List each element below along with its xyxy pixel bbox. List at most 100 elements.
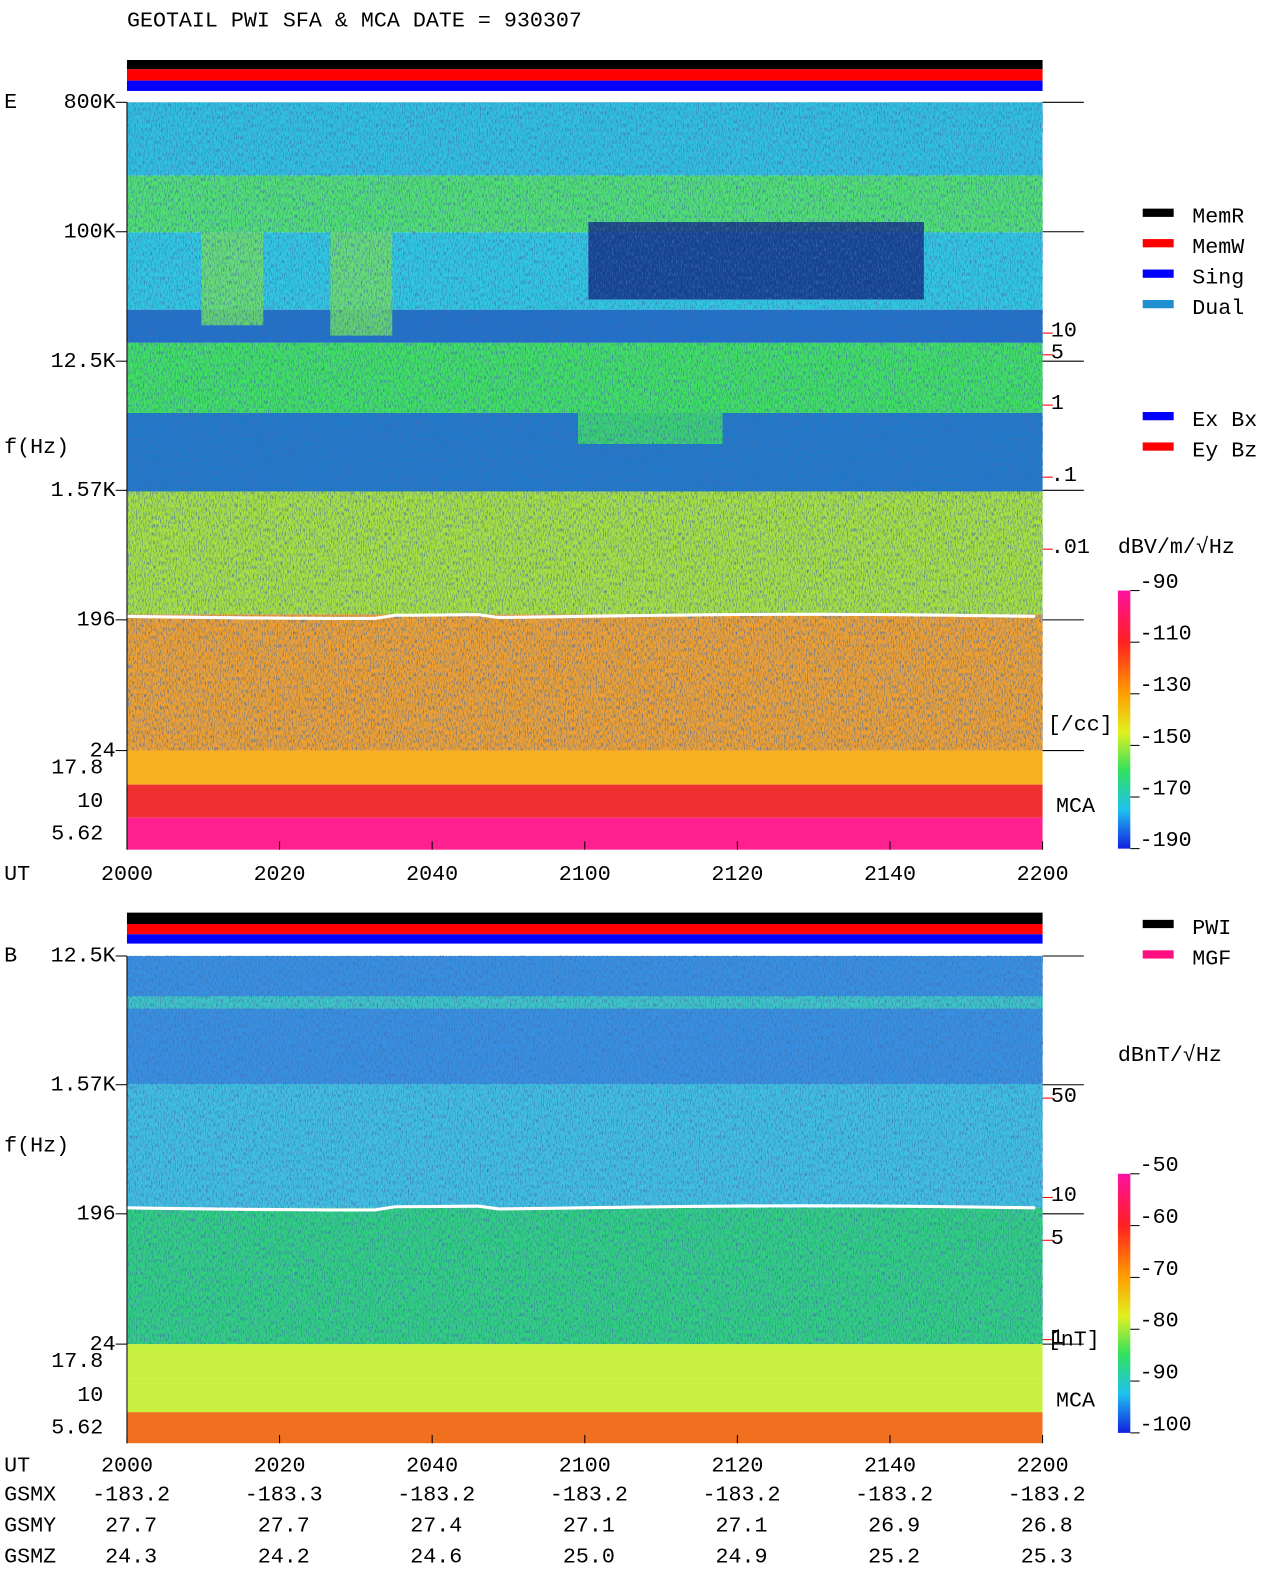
y2-tick-label: 10 bbox=[1051, 319, 1077, 344]
y-tick-label: 800K bbox=[64, 90, 116, 115]
y-tick-label: 12.5K bbox=[51, 349, 116, 374]
colorbar-tick-label: -90 bbox=[1140, 570, 1179, 595]
x-tick-label: 2140 bbox=[864, 1454, 916, 1479]
spectrum-noise bbox=[126, 102, 1043, 751]
legend-label: MemW bbox=[1192, 235, 1244, 260]
mca-tick-label: 17.8 bbox=[51, 1349, 103, 1374]
legend-swatch bbox=[1142, 208, 1174, 217]
legend-label: PWI bbox=[1192, 916, 1231, 941]
y2-tick-label: 10 bbox=[1051, 1183, 1077, 1208]
x-tick-label: 2040 bbox=[406, 862, 458, 887]
colorbar-tick-label: -60 bbox=[1140, 1205, 1179, 1230]
orbit-value: 25.2 bbox=[868, 1544, 920, 1569]
colorbar-tick-label: -90 bbox=[1140, 1361, 1179, 1386]
orbit-value: -183.2 bbox=[703, 1483, 781, 1508]
y2-tick-label: 5 bbox=[1051, 1226, 1064, 1251]
colorbar-tick-label: -130 bbox=[1140, 673, 1192, 698]
colorbar-tick-label: -150 bbox=[1140, 725, 1192, 750]
x-tick-label: 2040 bbox=[406, 1454, 458, 1479]
y2-tick-label: 1 bbox=[1051, 391, 1064, 416]
orbit-row-name: GSMX bbox=[4, 1483, 56, 1508]
colorbar-tick-label: -100 bbox=[1140, 1412, 1192, 1437]
orbit-value: 27.7 bbox=[105, 1514, 157, 1539]
legend-swatch bbox=[1142, 411, 1174, 421]
panel-label: E bbox=[4, 90, 17, 115]
orbit-value: 27.7 bbox=[258, 1514, 310, 1539]
orbit-value: -183.2 bbox=[397, 1483, 475, 1508]
x-tick-label: 2120 bbox=[711, 862, 763, 887]
mca-band bbox=[126, 1344, 1043, 1379]
status-bar bbox=[126, 912, 1043, 924]
legend-label: MemR bbox=[1192, 205, 1244, 230]
mca-label: MCA bbox=[1056, 1389, 1095, 1414]
mca-tick-label: 10 bbox=[77, 1383, 103, 1408]
colorbar-tick-label: -110 bbox=[1140, 622, 1192, 647]
orbit-value: 25.0 bbox=[563, 1544, 615, 1569]
legend-swatch bbox=[1142, 269, 1174, 278]
colorbar-tick-label: -170 bbox=[1140, 776, 1192, 801]
orbit-value: 25.3 bbox=[1021, 1544, 1073, 1569]
colorbar-tick-label: -50 bbox=[1140, 1153, 1179, 1178]
y2-axis-label: [nT] bbox=[1048, 1327, 1100, 1352]
orbit-value: -183.3 bbox=[245, 1483, 323, 1508]
y2-tick-label: .01 bbox=[1051, 535, 1090, 560]
mca-tick-label: 17.8 bbox=[51, 755, 103, 780]
orbit-value: 27.1 bbox=[563, 1514, 615, 1539]
fce-trace bbox=[126, 1204, 1036, 1212]
y-tick-label: 196 bbox=[77, 1202, 116, 1227]
orbit-value: 24.2 bbox=[258, 1544, 310, 1569]
legend-swatch bbox=[1142, 442, 1174, 451]
mca-tick-label: 5.62 bbox=[51, 821, 103, 846]
status-bar bbox=[126, 69, 1043, 81]
y-axis-label: f(Hz) bbox=[4, 435, 69, 460]
y-tick-label: 12.5K bbox=[51, 944, 116, 969]
orbit-value: 26.9 bbox=[868, 1514, 920, 1539]
legend-label: Ey Bz bbox=[1192, 438, 1257, 463]
mca-band bbox=[126, 1378, 1043, 1413]
orbit-value: 24.6 bbox=[410, 1544, 462, 1569]
x-tick-label: 2100 bbox=[559, 1454, 611, 1479]
y2-tick-label: 50 bbox=[1051, 1084, 1077, 1109]
y2-tick-label: .1 bbox=[1051, 463, 1077, 488]
x-tick-label: 2000 bbox=[101, 1454, 153, 1479]
orbit-value: -183.2 bbox=[855, 1483, 933, 1508]
legend-label: Ex Bx bbox=[1192, 408, 1257, 433]
colorbar-tick-label: -80 bbox=[1140, 1309, 1179, 1334]
y-tick-label: 24 bbox=[90, 738, 116, 763]
legend-label: Sing bbox=[1192, 266, 1244, 291]
legend-swatch bbox=[1142, 239, 1174, 248]
x-tick-label: 2020 bbox=[254, 1454, 306, 1479]
orbit-value: 24.9 bbox=[716, 1544, 768, 1569]
orbit-row-name: GSMY bbox=[4, 1514, 56, 1539]
legend-swatch bbox=[1142, 919, 1174, 929]
x-tick-label: 2100 bbox=[559, 862, 611, 887]
mca-band bbox=[126, 784, 1043, 818]
mca-tick-label: 10 bbox=[77, 789, 103, 814]
orbit-value: 24.3 bbox=[105, 1544, 157, 1569]
orbit-value: -183.2 bbox=[550, 1483, 628, 1508]
legend-swatch bbox=[1142, 950, 1174, 959]
legend-swatch bbox=[1142, 299, 1174, 309]
mca-label: MCA bbox=[1056, 794, 1095, 819]
legend-label: MGF bbox=[1192, 946, 1231, 971]
y2-axis-label: [/cc] bbox=[1048, 712, 1113, 737]
x-tick-label: 2200 bbox=[1017, 862, 1069, 887]
y-axis-label: f(Hz) bbox=[4, 1134, 69, 1159]
mca-band bbox=[126, 750, 1043, 785]
colorbar-label: dBnT/√Hz bbox=[1118, 1043, 1222, 1068]
orbit-value: -183.2 bbox=[1008, 1483, 1086, 1508]
orbit-value: 26.8 bbox=[1021, 1514, 1073, 1539]
fce-trace bbox=[126, 612, 1036, 620]
spectrum-noise bbox=[126, 955, 1043, 1345]
y-tick-label: 24 bbox=[90, 1332, 116, 1357]
mca-tick-label: 5.62 bbox=[51, 1415, 103, 1440]
y2-tick-label: 5 bbox=[1051, 340, 1064, 365]
colorbar-tick-label: -70 bbox=[1140, 1257, 1179, 1282]
colorbar bbox=[1117, 1173, 1131, 1433]
x-axis-label: UT bbox=[4, 1454, 30, 1479]
orbit-row-name: GSMZ bbox=[4, 1544, 56, 1569]
y-tick-label: 100K bbox=[64, 219, 116, 244]
x-tick-label: 2020 bbox=[254, 862, 306, 887]
